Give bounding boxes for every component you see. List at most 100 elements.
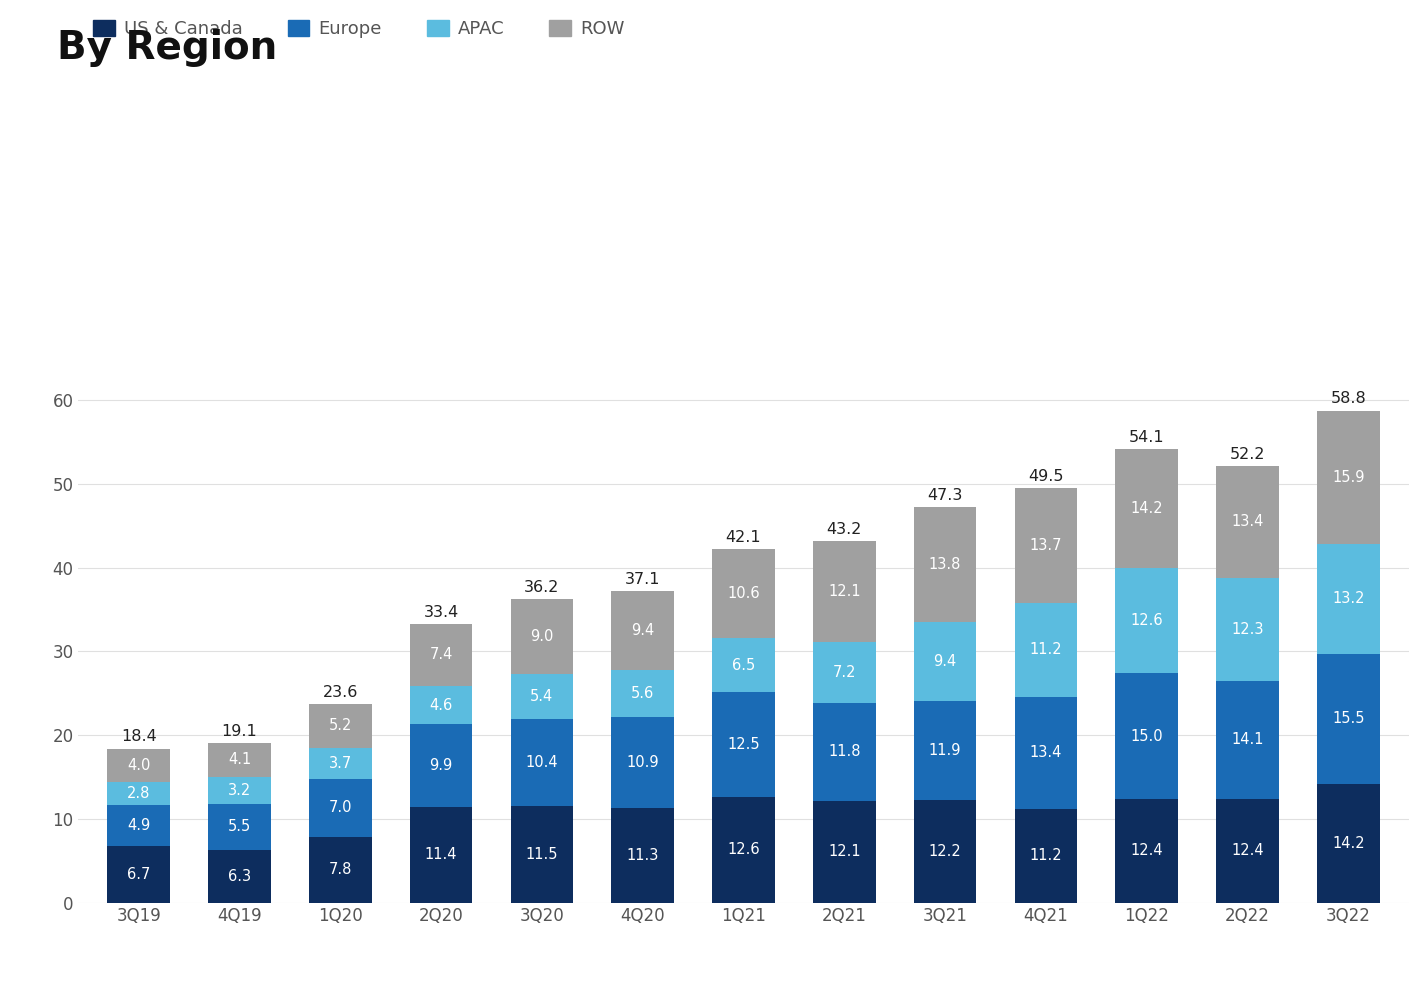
Bar [914, 800, 976, 903]
Text: 10.4: 10.4 [525, 755, 558, 770]
Bar [713, 693, 774, 798]
Text: 5.5: 5.5 [228, 819, 252, 834]
Text: 5.2: 5.2 [329, 718, 351, 734]
Bar [713, 549, 774, 638]
Bar [108, 782, 169, 805]
Text: 47.3: 47.3 [928, 488, 963, 502]
Text: 13.8: 13.8 [929, 557, 962, 572]
Bar [309, 837, 371, 903]
Bar [1217, 466, 1279, 578]
Bar [108, 805, 169, 847]
Text: 3.7: 3.7 [329, 755, 351, 771]
Text: 11.2: 11.2 [1030, 849, 1062, 863]
Text: 11.5: 11.5 [525, 847, 558, 862]
Bar [1217, 578, 1279, 681]
Bar [1217, 681, 1279, 799]
Text: 10.6: 10.6 [727, 587, 760, 601]
Text: 6.3: 6.3 [228, 868, 250, 884]
Text: 12.4: 12.4 [1130, 843, 1163, 858]
Bar [511, 719, 573, 806]
Bar [813, 801, 875, 903]
Bar [1318, 654, 1379, 784]
Bar [713, 798, 774, 903]
Text: 9.0: 9.0 [531, 629, 554, 644]
Text: 54.1: 54.1 [1128, 430, 1164, 444]
Text: 33.4: 33.4 [424, 604, 458, 620]
Bar [713, 638, 774, 693]
Text: 49.5: 49.5 [1029, 469, 1063, 485]
Text: 12.6: 12.6 [727, 843, 760, 857]
Bar [511, 806, 573, 903]
Text: 10.9: 10.9 [626, 754, 659, 770]
Bar [410, 807, 472, 903]
Text: 7.0: 7.0 [329, 800, 351, 815]
Text: 6.7: 6.7 [127, 867, 151, 882]
Bar [914, 700, 976, 800]
Text: 13.2: 13.2 [1332, 592, 1365, 606]
Text: 15.9: 15.9 [1332, 470, 1365, 485]
Text: 23.6: 23.6 [323, 685, 359, 700]
Text: 5.4: 5.4 [531, 690, 554, 704]
Bar [813, 702, 875, 801]
Bar [208, 850, 270, 903]
Bar [511, 674, 573, 719]
Bar [612, 592, 675, 670]
Text: 14.2: 14.2 [1332, 836, 1365, 851]
Bar [1217, 799, 1279, 903]
Text: 11.2: 11.2 [1030, 643, 1062, 657]
Bar [309, 779, 371, 837]
Bar [410, 686, 472, 724]
Bar [1015, 489, 1077, 603]
Text: 11.3: 11.3 [626, 848, 659, 862]
Bar [612, 808, 675, 903]
Text: 58.8: 58.8 [1331, 391, 1366, 406]
Bar [208, 777, 270, 803]
Text: 2.8: 2.8 [127, 786, 151, 801]
Bar [309, 704, 371, 748]
Bar [1015, 697, 1077, 808]
Text: 18.4: 18.4 [121, 730, 157, 745]
Bar [410, 624, 472, 686]
Text: 14.1: 14.1 [1231, 732, 1264, 748]
Bar [1116, 568, 1178, 673]
Text: 42.1: 42.1 [726, 531, 761, 545]
Bar [108, 847, 169, 903]
Text: 12.1: 12.1 [828, 584, 861, 599]
Text: 52.2: 52.2 [1229, 446, 1265, 462]
Bar [511, 598, 573, 674]
Text: 11.9: 11.9 [929, 744, 962, 758]
Text: 9.9: 9.9 [430, 758, 453, 773]
Text: 12.5: 12.5 [727, 738, 760, 752]
Text: 9.4: 9.4 [630, 623, 655, 638]
Text: By Region: By Region [57, 29, 277, 68]
Text: 13.4: 13.4 [1231, 514, 1264, 530]
Text: 12.4: 12.4 [1231, 843, 1264, 858]
Bar [914, 622, 976, 700]
Text: 13.4: 13.4 [1030, 746, 1062, 760]
Bar [1318, 543, 1379, 654]
Bar [813, 643, 875, 702]
Bar [1015, 808, 1077, 903]
Bar [612, 717, 675, 808]
Text: 13.7: 13.7 [1030, 539, 1062, 553]
Bar [813, 542, 875, 643]
Text: 43.2: 43.2 [827, 522, 862, 537]
Text: 12.1: 12.1 [828, 845, 861, 859]
Bar [1015, 603, 1077, 697]
Text: 7.4: 7.4 [430, 647, 453, 662]
Text: 3.2: 3.2 [228, 783, 252, 798]
Bar [208, 803, 270, 850]
Bar [309, 748, 371, 779]
Text: 15.5: 15.5 [1332, 711, 1365, 726]
Text: 9.4: 9.4 [933, 654, 956, 669]
Bar [410, 724, 472, 807]
Text: 6.5: 6.5 [731, 658, 756, 673]
Bar [108, 749, 169, 782]
Text: 4.6: 4.6 [430, 697, 453, 712]
Text: 12.2: 12.2 [929, 844, 962, 859]
Bar [1318, 784, 1379, 903]
Text: 37.1: 37.1 [625, 572, 660, 587]
Bar [1116, 673, 1178, 799]
Text: 7.8: 7.8 [329, 862, 351, 877]
Bar [612, 670, 675, 717]
